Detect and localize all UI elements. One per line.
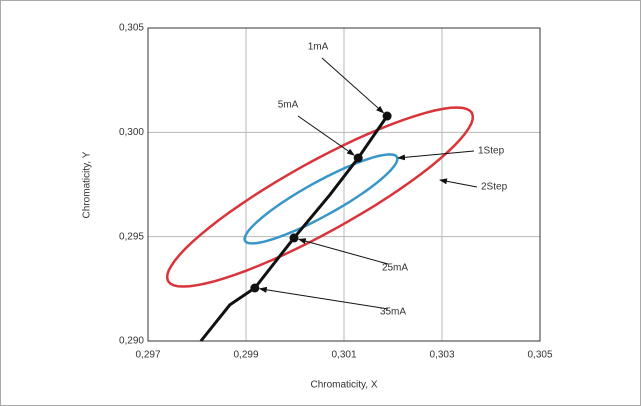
ellipse — [165, 106, 475, 288]
ellipse-label: 1Step — [478, 146, 505, 157]
plot-border — [147, 27, 541, 342]
annotation-arrow — [439, 178, 478, 188]
point — [353, 153, 363, 163]
annotation: 1mA — [308, 42, 329, 53]
x-axis-label: Chromaticity, X — [310, 380, 377, 391]
ellipse-label: 2Step — [481, 182, 508, 193]
point — [250, 283, 260, 293]
annotation-arrow — [297, 238, 389, 265]
annotation-arrow — [321, 57, 385, 114]
annotation: 5mA — [278, 100, 299, 111]
y-tick-label: 0,290 — [119, 336, 144, 347]
point — [289, 233, 299, 243]
point — [382, 111, 392, 121]
annotation-arrow — [397, 150, 475, 161]
y-tick-label: 0,300 — [119, 127, 144, 138]
x-tick-label: 0,301 — [331, 350, 356, 361]
annotation: 25mA — [382, 263, 408, 274]
y-tick-label: 0,295 — [119, 231, 144, 242]
y-axis-label: Chromaticity, Y — [82, 151, 93, 218]
y-tick-label: 0,305 — [119, 23, 144, 34]
annotation-arrow — [297, 115, 355, 156]
x-tick-label: 0,305 — [527, 350, 552, 361]
x-tick-label: 0,303 — [429, 350, 454, 361]
x-tick-label: 0,297 — [135, 350, 160, 361]
annotation: 35mA — [380, 307, 406, 318]
annotation-arrow — [258, 286, 389, 310]
x-tick-label: 0,299 — [233, 350, 258, 361]
